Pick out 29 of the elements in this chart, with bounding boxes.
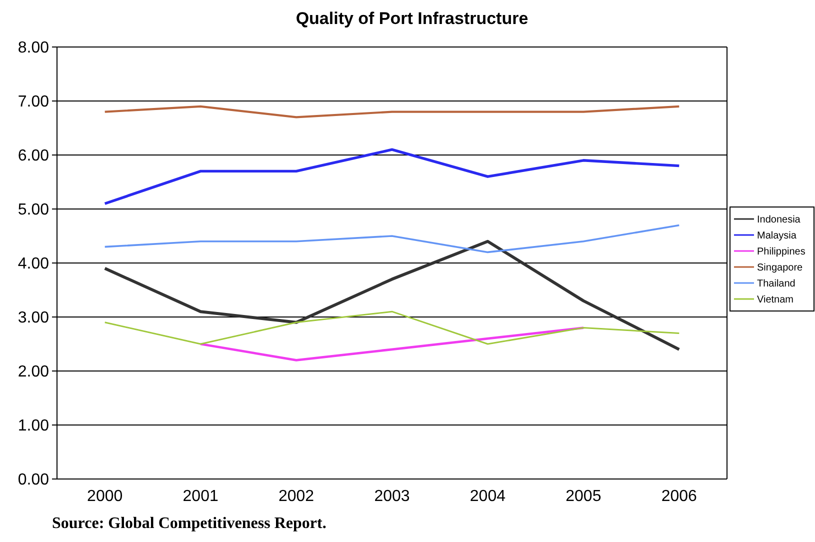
- y-tick-label: 6.00: [18, 148, 50, 165]
- legend-label: Malaysia: [757, 230, 797, 242]
- y-tick-label: 8.00: [18, 40, 50, 57]
- x-tick-label: 2001: [182, 488, 218, 505]
- source-note: Source: Global Competitiveness Report.: [52, 515, 326, 532]
- chart-title: Quality of Port Infrastructure: [296, 9, 528, 28]
- line-series: [104, 224, 680, 254]
- x-tick-label: 2000: [87, 488, 123, 505]
- y-tick-label: 7.00: [18, 94, 50, 111]
- x-tick-label: 2006: [661, 488, 698, 505]
- legend-label: Thailand: [757, 278, 796, 290]
- y-tick-label: 1.00: [18, 418, 50, 435]
- x-tick-label: 2003: [374, 488, 410, 505]
- y-tick-label: 5.00: [18, 202, 50, 219]
- x-tick-label: 2002: [278, 488, 314, 505]
- line-series: [104, 148, 680, 205]
- x-tick-label: 2004: [470, 488, 506, 505]
- x-tick-label: 2005: [566, 488, 602, 505]
- legend-label: Singapore: [757, 262, 804, 274]
- y-tick-label: 2.00: [18, 364, 50, 381]
- y-tick-label: 3.00: [18, 310, 50, 327]
- line-series: [104, 310, 680, 345]
- legend-label: Vietnam: [757, 294, 794, 306]
- line-series: [199, 326, 585, 362]
- line-series: [103, 240, 681, 351]
- y-tick-label: 0.00: [18, 472, 50, 489]
- y-tick-label: 4.00: [18, 256, 50, 273]
- legend-label: Philippines: [757, 246, 806, 258]
- legend-label: Indonesia: [757, 214, 801, 226]
